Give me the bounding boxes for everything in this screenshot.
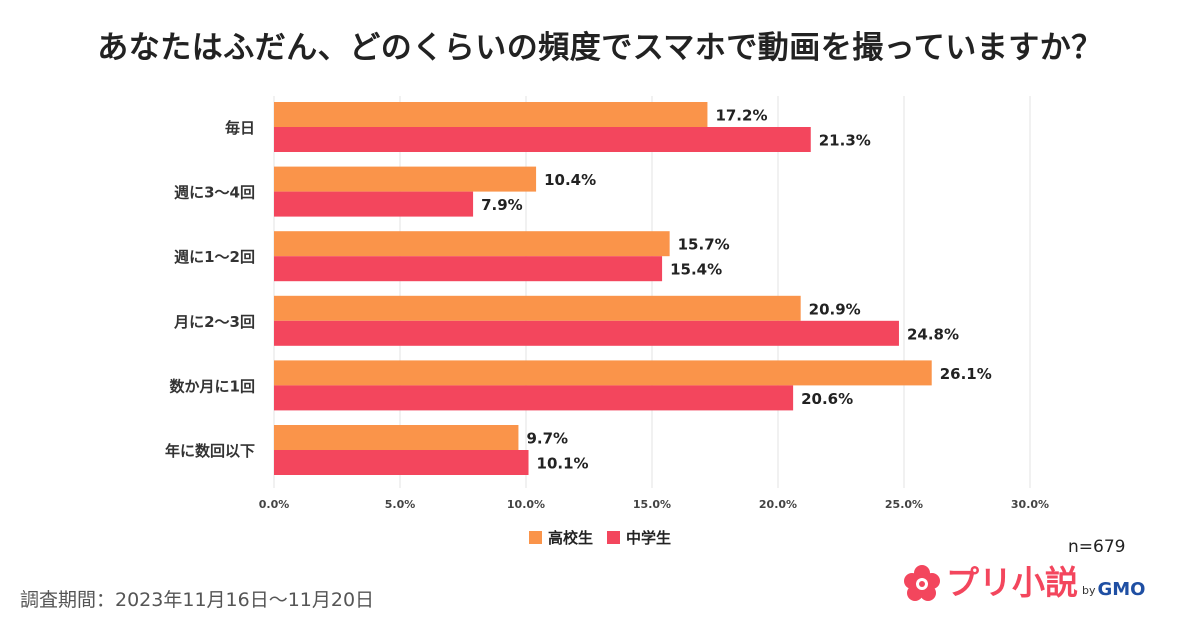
legend-item-high-school: 高校生: [528, 527, 593, 548]
bar-high-school: [274, 360, 932, 386]
bar-high-school: [274, 102, 708, 127]
bar-high-school: [274, 295, 801, 321]
bar-middle-school: [274, 385, 794, 411]
data-label: 20.6%: [801, 390, 853, 408]
data-label: 21.3%: [819, 132, 871, 150]
category-label: 毎日: [225, 119, 255, 137]
x-tick-label: 10.0%: [507, 498, 545, 511]
data-label: 24.8%: [907, 325, 959, 343]
category-label: 数か月に1回: [170, 377, 255, 395]
x-tick-label: 25.0%: [885, 498, 923, 511]
x-tick-label: 0.0%: [259, 498, 290, 511]
chart-title: あなたはふだん、どのくらいの頻度でスマホで動画を撮っていますか？: [97, 30, 1103, 66]
data-label: 26.1%: [940, 365, 992, 383]
bar-high-school: [274, 425, 519, 450]
data-label: 15.4%: [670, 261, 722, 279]
x-tick-label: 15.0%: [633, 498, 671, 511]
brand-logo: プリ小説 by GMO: [902, 563, 1146, 603]
bar-middle-school: [274, 127, 811, 152]
data-label: 15.7%: [678, 236, 730, 254]
bar-high-school: [274, 166, 537, 192]
legend-item-middle-school: 中学生: [607, 527, 671, 548]
legend-swatch-middle-school: [607, 531, 620, 544]
sample-size: n=679: [1068, 537, 1126, 557]
data-label: 10.1%: [537, 455, 589, 473]
legend-swatch-high-school: [528, 531, 542, 544]
bars: [274, 102, 932, 475]
category-label: 週に3〜4回: [174, 184, 255, 202]
bar-middle-school: [274, 191, 474, 217]
data-label: 7.9%: [481, 196, 523, 214]
data-label: 9.7%: [526, 430, 568, 448]
gridlines: [273, 96, 1031, 488]
category-label: 年に数回以下: [165, 442, 255, 460]
legend: 高校生 中学生: [0, 527, 1200, 548]
data-label: 17.2%: [715, 107, 767, 125]
logo-company: GMO: [1097, 579, 1146, 600]
category-label: 月に2〜3回: [173, 313, 255, 331]
legend-label-middle-school: 中学生: [626, 529, 672, 547]
survey-period: 調査期間：2023年11月16日〜11月20日: [20, 589, 375, 611]
x-tick-label: 30.0%: [1011, 498, 1049, 511]
logo-name: プリ小説: [946, 563, 1078, 602]
data-label: 10.4%: [544, 171, 596, 189]
labels: 0.0% 5.0% 10.0% 15.0% 20.0% 25.0% 30.0% 毎日 17.2%…: [165, 107, 1049, 512]
bar-middle-school: [274, 320, 899, 346]
flower-logo-icon: [904, 565, 940, 601]
bar-middle-school: [274, 256, 663, 282]
legend-label-high-school: 高校生: [547, 529, 593, 547]
x-tick-label: 5.0%: [385, 498, 416, 511]
bar-high-school: [274, 231, 670, 257]
logo-by: by: [1082, 584, 1096, 597]
bar-middle-school: [274, 450, 529, 475]
category-label: 週に1〜2回: [174, 248, 255, 266]
data-label: 20.9%: [809, 300, 861, 318]
x-tick-label: 20.0%: [759, 498, 797, 511]
